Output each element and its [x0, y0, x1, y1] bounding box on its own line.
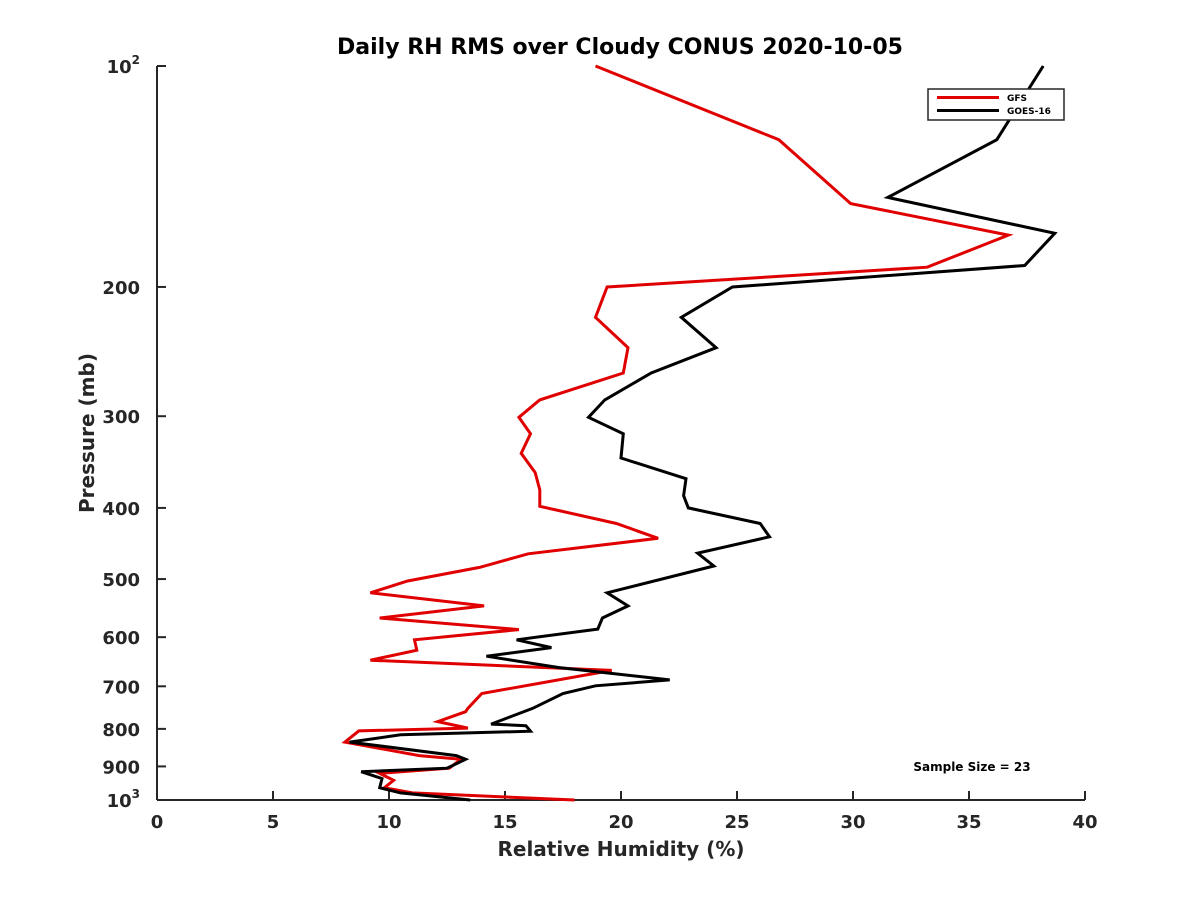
y-tick-label: 500	[102, 570, 140, 591]
legend-label-gfs: GFS	[1007, 94, 1027, 104]
x-axis-label: Relative Humidity (%)	[497, 837, 744, 861]
series-lines	[341, 64, 1058, 802]
y-axis-label: Pressure (mb)	[75, 353, 99, 513]
legend-label-goes-16: GOES-16	[1007, 107, 1051, 117]
x-tick-label: 40	[1072, 812, 1097, 833]
y-tick-label: 900	[102, 757, 140, 778]
legend: GFS GOES-16	[927, 88, 1065, 121]
y-tick-label: 300	[102, 407, 140, 428]
sample-size-annotation: Sample Size = 23	[913, 760, 1030, 774]
y-ticks: 102 200 300 400 500 600 700 800 900 103	[102, 53, 166, 812]
legend-box	[927, 88, 1065, 121]
x-tick-label: 5	[267, 812, 280, 833]
x-tick-label: 20	[608, 812, 633, 833]
x-tick-label: 15	[492, 812, 517, 833]
y-tick-label: 600	[102, 628, 140, 649]
x-tick-label: 35	[956, 812, 981, 833]
series-line-gfs	[341, 64, 1014, 802]
x-tick-label: 30	[840, 812, 865, 833]
x-tick-label: 25	[724, 812, 749, 833]
x-ticks: 0 5 10 15 20 25 30 35 40	[151, 791, 1098, 833]
x-tick-label: 10	[376, 812, 401, 833]
y-tick-label: 103	[107, 787, 140, 812]
y-tick-label: 102	[107, 53, 140, 78]
y-tick-label: 700	[102, 677, 140, 698]
chart-title: Daily RH RMS over Cloudy CONUS 2020-10-0…	[337, 35, 903, 60]
y-tick-label: 200	[102, 278, 140, 299]
y-tick-label: 800	[102, 720, 140, 741]
series-line-goes-16	[349, 65, 1058, 802]
x-tick-label: 0	[151, 812, 164, 833]
y-tick-label: 400	[102, 499, 140, 520]
